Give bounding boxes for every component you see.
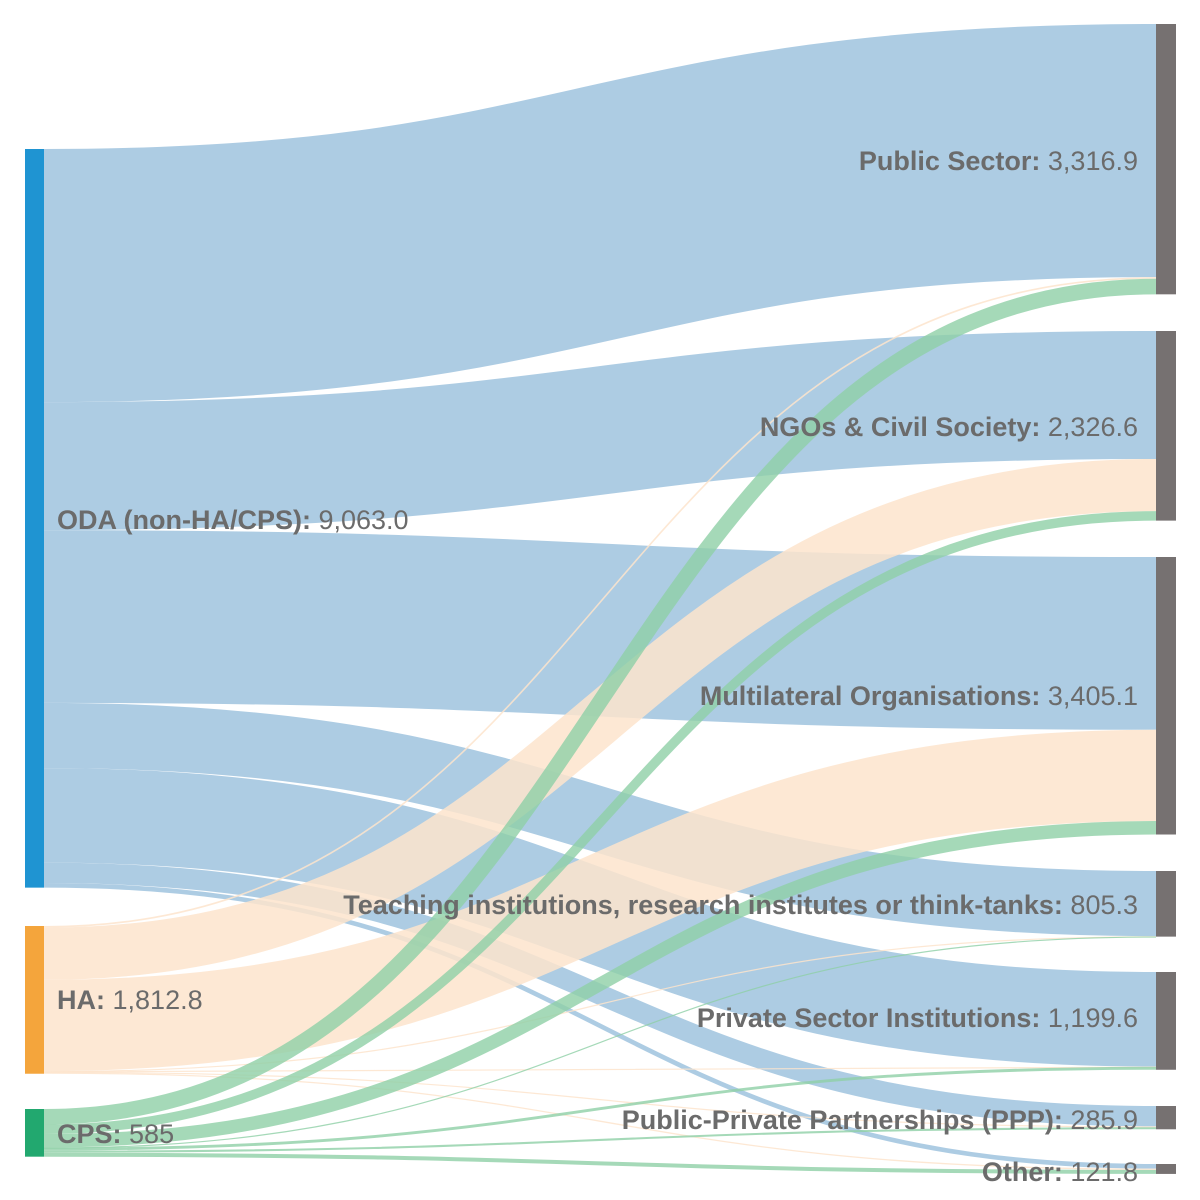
target-node-mlo <box>1156 557 1176 835</box>
target-node-ppp <box>1156 1106 1176 1130</box>
source-label-cps: CPS: 585 <box>57 1119 174 1149</box>
link-oda-mlo <box>43 530 1157 730</box>
link-ha-ngo <box>43 458 1157 980</box>
link-cps-oth <box>43 1152 1157 1174</box>
link-cps-pub <box>43 278 1157 1125</box>
link-ha-mlo <box>43 729 1157 1072</box>
link-cps-mlo <box>43 821 1157 1148</box>
target-node-pub <box>1156 24 1176 295</box>
link-cps-ngo <box>43 511 1157 1135</box>
source-node-cps <box>25 1109 44 1157</box>
target-label-multilateral: Multilateral Organisations: 3,405.1 <box>700 681 1138 711</box>
source-label-ha: HA: 1,812.8 <box>57 985 203 1015</box>
link-cps-tea <box>43 936 1157 1149</box>
target-label-public-sector: Public Sector: 3,316.9 <box>859 146 1138 176</box>
link-cps-ppp <box>43 1127 1157 1153</box>
source-label-oda: ODA (non-HA/CPS): 9,063.0 <box>57 505 409 535</box>
link-cps-pri <box>43 1066 1157 1151</box>
target-node-oth <box>1156 1164 1176 1174</box>
labels-layer: ODA (non-HA/CPS): 9,063.0 HA: 1,812.8 CP… <box>57 146 1138 1187</box>
links-layer <box>43 24 1157 1174</box>
target-label-private-sector: Private Sector Institutions: 1,199.6 <box>697 1003 1138 1033</box>
target-label-ppp: Public-Private Partnerships (PPP): 285.9 <box>622 1105 1138 1135</box>
nodes-layer <box>25 24 1176 1174</box>
link-ha-oth <box>43 1072 1157 1170</box>
source-node-oda <box>25 149 44 888</box>
target-label-other: Other: 121.8 <box>982 1157 1138 1187</box>
target-label-ngos: NGOs & Civil Society: 2,326.6 <box>760 412 1138 442</box>
target-label-teaching: Teaching institutions, research institut… <box>343 890 1138 920</box>
target-node-ngo <box>1156 331 1176 521</box>
link-oda-pub <box>43 24 1157 403</box>
target-node-pri <box>1156 972 1176 1070</box>
link-ha-pub <box>43 277 1157 928</box>
source-node-ha <box>25 926 44 1074</box>
link-oda-ngo <box>43 331 1157 531</box>
target-node-tea <box>1156 871 1176 937</box>
